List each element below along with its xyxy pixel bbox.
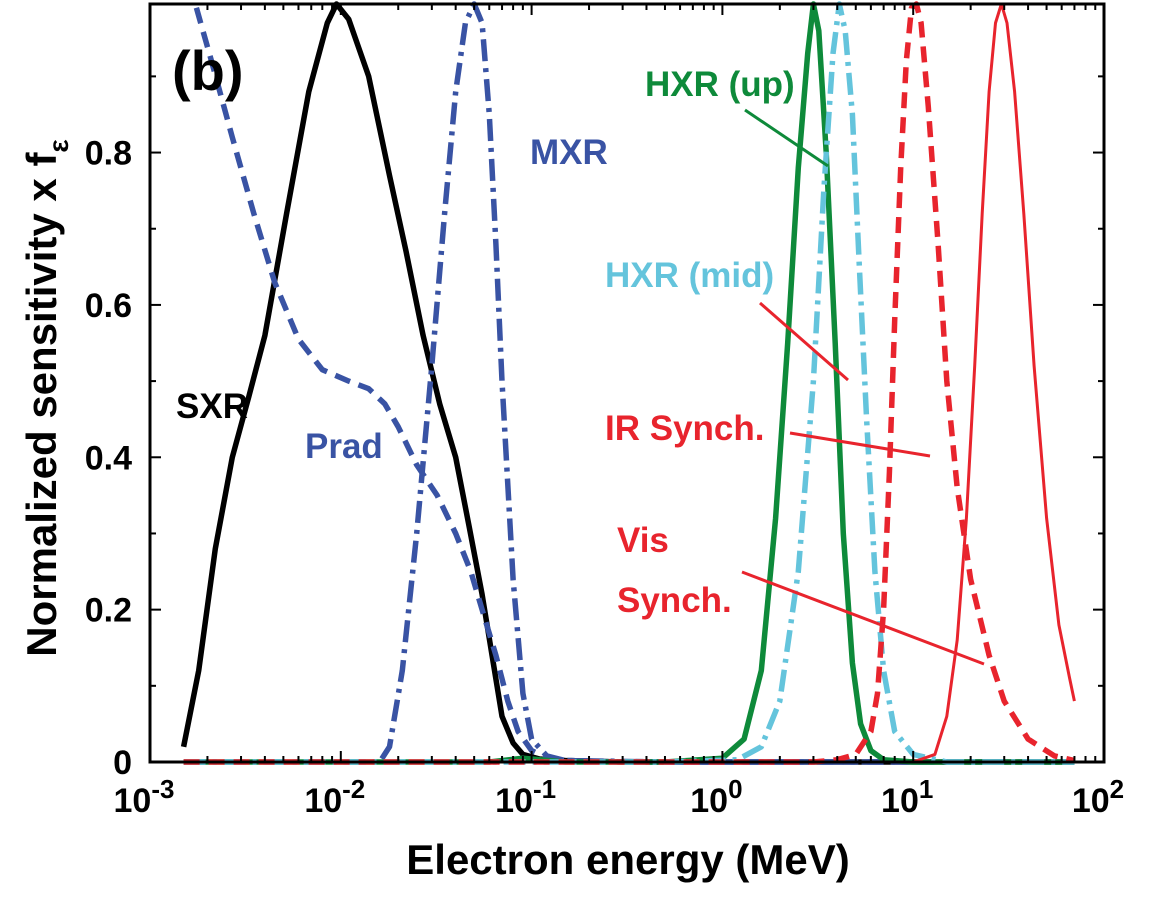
x-tick-label: 102: [1072, 774, 1124, 820]
y-tick-label: 0.6: [85, 287, 132, 325]
annotation-leader-line: [744, 108, 829, 168]
annotation-vis: Vis: [617, 521, 669, 560]
x-tick-label-exponent: 1: [919, 774, 933, 804]
annotation-hxr-up: HXR (up): [645, 65, 795, 104]
y-tick-label: 0: [113, 744, 132, 782]
x-tick-label-base: 10: [1072, 782, 1110, 820]
x-tick-label: 10-1: [495, 774, 556, 820]
series-line-prad: [193, 7, 1075, 765]
y-axis-label-main: Normalized sensitivity x f: [18, 152, 65, 657]
y-tick-label: 0.2: [85, 592, 132, 630]
x-tick-label-exponent: -3: [151, 774, 174, 804]
annotation-leader-line: [759, 301, 849, 382]
x-tick-label: 100: [690, 774, 742, 820]
x-tick-label-base: 10: [495, 782, 533, 820]
x-tick-label-exponent: -2: [342, 774, 365, 804]
annotation-hxr-mid: HXR (mid): [605, 256, 774, 295]
x-tick-label: 10-3: [114, 774, 175, 820]
y-axis-label-subscript: ε: [43, 139, 74, 152]
y-tick-label: 0.8: [85, 135, 132, 173]
x-tick-label-base: 10: [304, 782, 342, 820]
series-line-hxr-mid: [183, 1, 1075, 765]
annotation-layer: SXR Prad MXR HXR (up) HXR (mid) IR Synch. Vis S…: [176, 65, 985, 666]
x-tick-label-exponent: -1: [533, 774, 556, 804]
x-tick-label-base: 10: [690, 782, 728, 820]
annotation-mxr: MXR: [530, 133, 608, 172]
plot-frame: [148, 2, 1106, 764]
annotation-ir-synch: IR Synch.: [605, 409, 764, 448]
annotation-synch: Synch.: [617, 581, 732, 620]
annotation-prad: Prad: [305, 427, 383, 466]
x-tick-label-base: 10: [114, 782, 152, 820]
x-tick-label-exponent: 2: [1110, 774, 1124, 804]
x-tick-label-exponent: 0: [728, 774, 742, 804]
y-axis-label: Normalized sensitivity x fε: [18, 139, 74, 656]
annotation-leader-line: [789, 431, 931, 458]
annotation-sxr: SXR: [176, 387, 248, 426]
x-tick-label-base: 10: [881, 782, 919, 820]
y-tick-label: 0.4: [85, 439, 132, 477]
x-tick-label: 10-2: [304, 774, 365, 820]
x-tick-label: 101: [881, 774, 933, 820]
annotation-leader-line: [741, 570, 985, 666]
panel-label: (b): [172, 39, 244, 102]
series-line-vis-synch: [183, 2, 1076, 764]
x-axis-label: Electron energy (MeV): [406, 836, 849, 883]
